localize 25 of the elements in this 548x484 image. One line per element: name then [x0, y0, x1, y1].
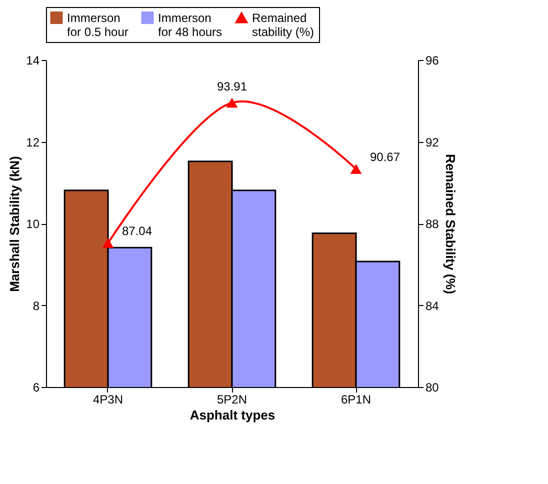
- legend-label: Immerson for 0.5 hour: [67, 10, 128, 39]
- point: [102, 238, 114, 248]
- x-axis-title: Asphalt types: [190, 408, 276, 422]
- y-tick-label: 10: [26, 217, 40, 231]
- y-tick-label: 12: [26, 135, 40, 150]
- data-label: 87.04: [122, 224, 152, 238]
- y-axis-title: Marshall Stability (kN): [7, 156, 22, 292]
- y-tick-label: 6: [32, 380, 40, 394]
- legend-label: Immerson for 48 hours: [158, 10, 222, 39]
- y2-tick-label: 96: [426, 54, 440, 68]
- y-tick-label: 8: [32, 298, 40, 313]
- y2-tick-label: 84: [426, 298, 440, 313]
- data-label: 90.67: [370, 150, 400, 164]
- y2-tick-label: 92: [426, 135, 440, 150]
- point: [226, 98, 238, 108]
- y2-tick-label: 88: [426, 217, 440, 231]
- x-tick-label: 6P1N: [340, 392, 372, 406]
- y2-tick-label: 80: [426, 380, 440, 394]
- y-tick-label: 14: [26, 54, 40, 68]
- legend-label: Remained stability (%): [252, 10, 314, 39]
- data-label: 93.91: [216, 80, 248, 94]
- x-tick-label: 4P3N: [92, 392, 124, 406]
- y2-axis-title: Remained Stability (%): [442, 154, 458, 294]
- point: [350, 164, 362, 174]
- x-tick-label: 5P2N: [216, 392, 248, 406]
